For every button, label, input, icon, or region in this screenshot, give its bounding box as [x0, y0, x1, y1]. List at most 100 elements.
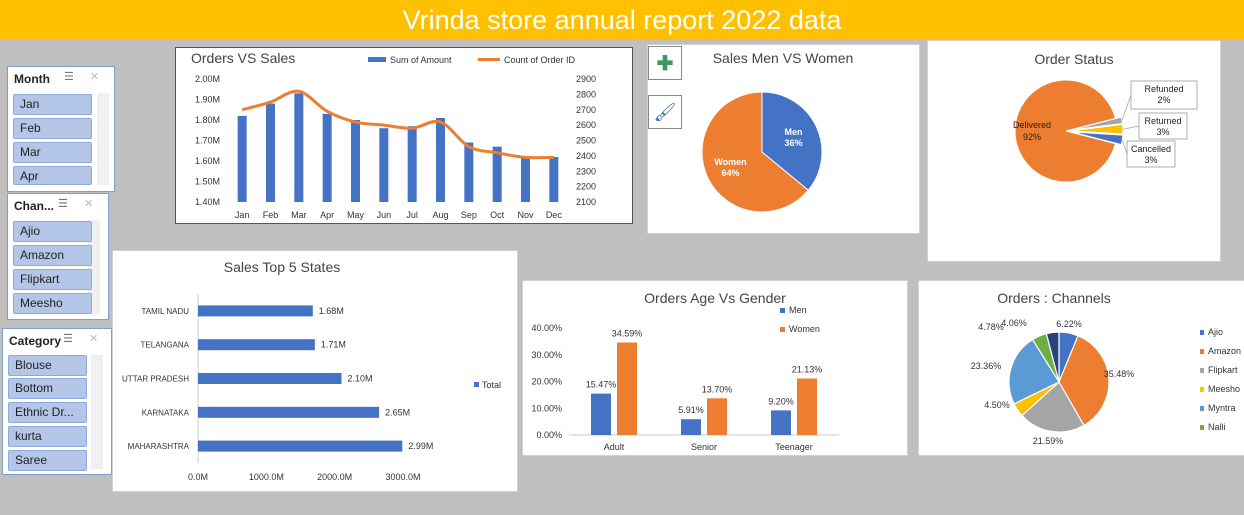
x-tick-label: 0.0M — [188, 472, 208, 482]
multi-select-icon[interactable]: ☰ — [63, 333, 73, 345]
paintbrush-icon: 🖌 — [653, 101, 677, 122]
slice-value: 36% — [784, 138, 802, 148]
month-slicer-scrollbar[interactable] — [97, 93, 109, 185]
women-bar — [797, 378, 817, 435]
channel-item-flipkart[interactable]: Flipkart — [13, 269, 92, 290]
state-bar — [198, 406, 380, 418]
top-states-plot: Sales Top 5 States MAHARASHTRA 2.99M KARNAT… — [122, 259, 501, 482]
slice-label: Men — [784, 127, 802, 137]
state-label: TAMIL NADU — [141, 307, 189, 316]
category-slicer[interactable]: Category ☰ ✕ Blouse Bottom Ethnic Dr... … — [2, 328, 112, 475]
sales-bar — [492, 146, 502, 202]
month-slicer[interactable]: Month ☰ ✕ Jan Feb Mar Apr — [7, 66, 115, 192]
x-tick-label: Sep — [461, 210, 477, 220]
legend-swatch-flipkart — [1200, 368, 1204, 373]
channel-item-meesho[interactable]: Meesho — [13, 293, 92, 314]
leader-line — [1121, 94, 1132, 121]
y-tick-right: 2600 — [576, 120, 596, 130]
callout-box — [1138, 112, 1188, 140]
x-tick-label: 2000.0M — [317, 472, 352, 482]
clear-filter-icon[interactable]: ✕ — [84, 198, 94, 210]
x-tick-label: Jun — [377, 210, 392, 220]
legend-swatch-ajio — [1200, 330, 1204, 335]
y-tick-left: 1.40M — [195, 197, 220, 207]
slice-label: Women — [714, 157, 746, 167]
chart-title: Order Status — [1034, 51, 1113, 67]
legend-label-amount: Sum of Amount — [390, 55, 452, 65]
category-item-ethnic-dress[interactable]: Ethnic Dr... — [8, 402, 87, 423]
legend-swatch-myntra — [1200, 406, 1204, 411]
value-label: 1.71M — [321, 340, 346, 350]
y-tick-label: 0.00% — [536, 430, 562, 440]
legend-swatch-amazon — [1200, 349, 1204, 354]
month-item-mar[interactable]: Mar — [13, 142, 92, 163]
men-bar — [771, 410, 791, 435]
channel-slicer[interactable]: Chan... ☰ ✕ Ajio Amazon Flipkart Meesho — [7, 193, 109, 320]
age-vs-gender-chart[interactable]: Orders Age Vs Gender 0.00% 10.00% 20.00% 30.… — [522, 280, 908, 456]
legend-label-nalli: Nalli — [1208, 422, 1226, 432]
category-item-bottom[interactable]: Bottom — [8, 378, 87, 399]
y-tick-left: 1.50M — [195, 177, 220, 187]
add-chart-element-button[interactable]: ✚ — [648, 46, 682, 80]
women-bar — [617, 342, 637, 435]
channels-chart[interactable]: Orders : Channels 6.22% 35.48% 21.59% 4.50% 2… — [918, 280, 1244, 456]
channels-plot: Orders : Channels 6.22% 35.48% 21.59% 4.50% 2… — [971, 290, 1241, 446]
y-tick-right: 2100 — [576, 197, 596, 207]
channel-slicer-scrollbar[interactable] — [88, 220, 100, 314]
y-tick-right: 2200 — [576, 182, 596, 192]
order-status-chart[interactable]: Order Status Delivered 92% Refunded 2% Return… — [927, 40, 1221, 262]
sales-bar — [549, 156, 559, 202]
clear-filter-icon[interactable]: ✕ — [89, 333, 99, 345]
month-item-jan[interactable]: Jan — [13, 94, 92, 115]
multi-select-icon[interactable]: ☰ — [64, 71, 74, 83]
y-tick-label: 10.00% — [531, 403, 562, 413]
top-states-chart[interactable]: Sales Top 5 States MAHARASHTRA 2.99M KARNAT… — [112, 250, 518, 492]
category-item-blouse[interactable]: Blouse — [8, 355, 87, 376]
women-bar — [707, 398, 727, 435]
data-label: 21.13% — [792, 364, 823, 374]
pie-slice-other — [1045, 331, 1060, 383]
value-label: 2.65M — [385, 407, 410, 417]
channel-item-amazon[interactable]: Amazon — [13, 245, 92, 266]
channel-item-ajio[interactable]: Ajio — [13, 221, 92, 242]
category-slicer-scrollbar[interactable] — [91, 355, 103, 469]
slice-value: 2% — [1157, 95, 1170, 105]
month-item-feb[interactable]: Feb — [13, 118, 92, 139]
category-item-saree[interactable]: Saree — [8, 450, 87, 471]
state-label: MAHARASHTRA — [128, 442, 190, 451]
month-item-apr[interactable]: Apr — [13, 166, 92, 185]
legend-label-flipkart: Flipkart — [1208, 365, 1238, 375]
value-label: 1.68M — [319, 306, 344, 316]
value-label: 2.99M — [408, 441, 433, 451]
data-label: 13.70% — [702, 384, 733, 394]
state-bar — [198, 339, 315, 351]
data-label: 34.59% — [612, 328, 643, 338]
y-tick-right: 2400 — [576, 151, 596, 161]
multi-select-icon[interactable]: ☰ — [58, 198, 68, 210]
legend-label-orders: Count of Order ID — [504, 55, 576, 65]
sales-bar — [237, 115, 247, 202]
x-tick-label: Apr — [320, 210, 334, 220]
pie-slice-myntra — [1008, 338, 1060, 405]
sales-bar — [379, 128, 389, 202]
x-tick-label: May — [347, 210, 365, 220]
data-label: 15.47% — [586, 380, 617, 390]
slice-value: 35.48% — [1104, 369, 1135, 379]
legend-label-total: Total — [482, 380, 501, 390]
x-tick-label: Teenager — [775, 442, 813, 452]
chart-styles-button[interactable]: 🖌 — [648, 95, 682, 129]
clear-filter-icon[interactable]: ✕ — [90, 71, 100, 83]
category-item-kurta[interactable]: kurta — [8, 426, 87, 447]
orders-vs-sales-chart[interactable]: Orders VS Sales 1.40M 1.50M 1.60M 1.70M 1.80M… — [175, 47, 633, 224]
men-vs-women-chart[interactable]: Sales Men VS Women Men 36% Women 64% — [647, 44, 920, 234]
chart-title: Orders Age Vs Gender — [644, 290, 786, 306]
data-label: 9.20% — [768, 396, 794, 406]
slice-value: 4.06% — [1001, 318, 1027, 328]
chart-title: Sales Men VS Women — [713, 50, 854, 66]
x-tick-label: Jan — [235, 210, 250, 220]
legend-label-women: Women — [789, 324, 820, 334]
slice-label: Delivered — [1013, 120, 1051, 130]
x-tick-label: Feb — [263, 210, 279, 220]
y-tick-left: 2.00M — [195, 74, 220, 84]
x-tick-label: Nov — [517, 210, 534, 220]
